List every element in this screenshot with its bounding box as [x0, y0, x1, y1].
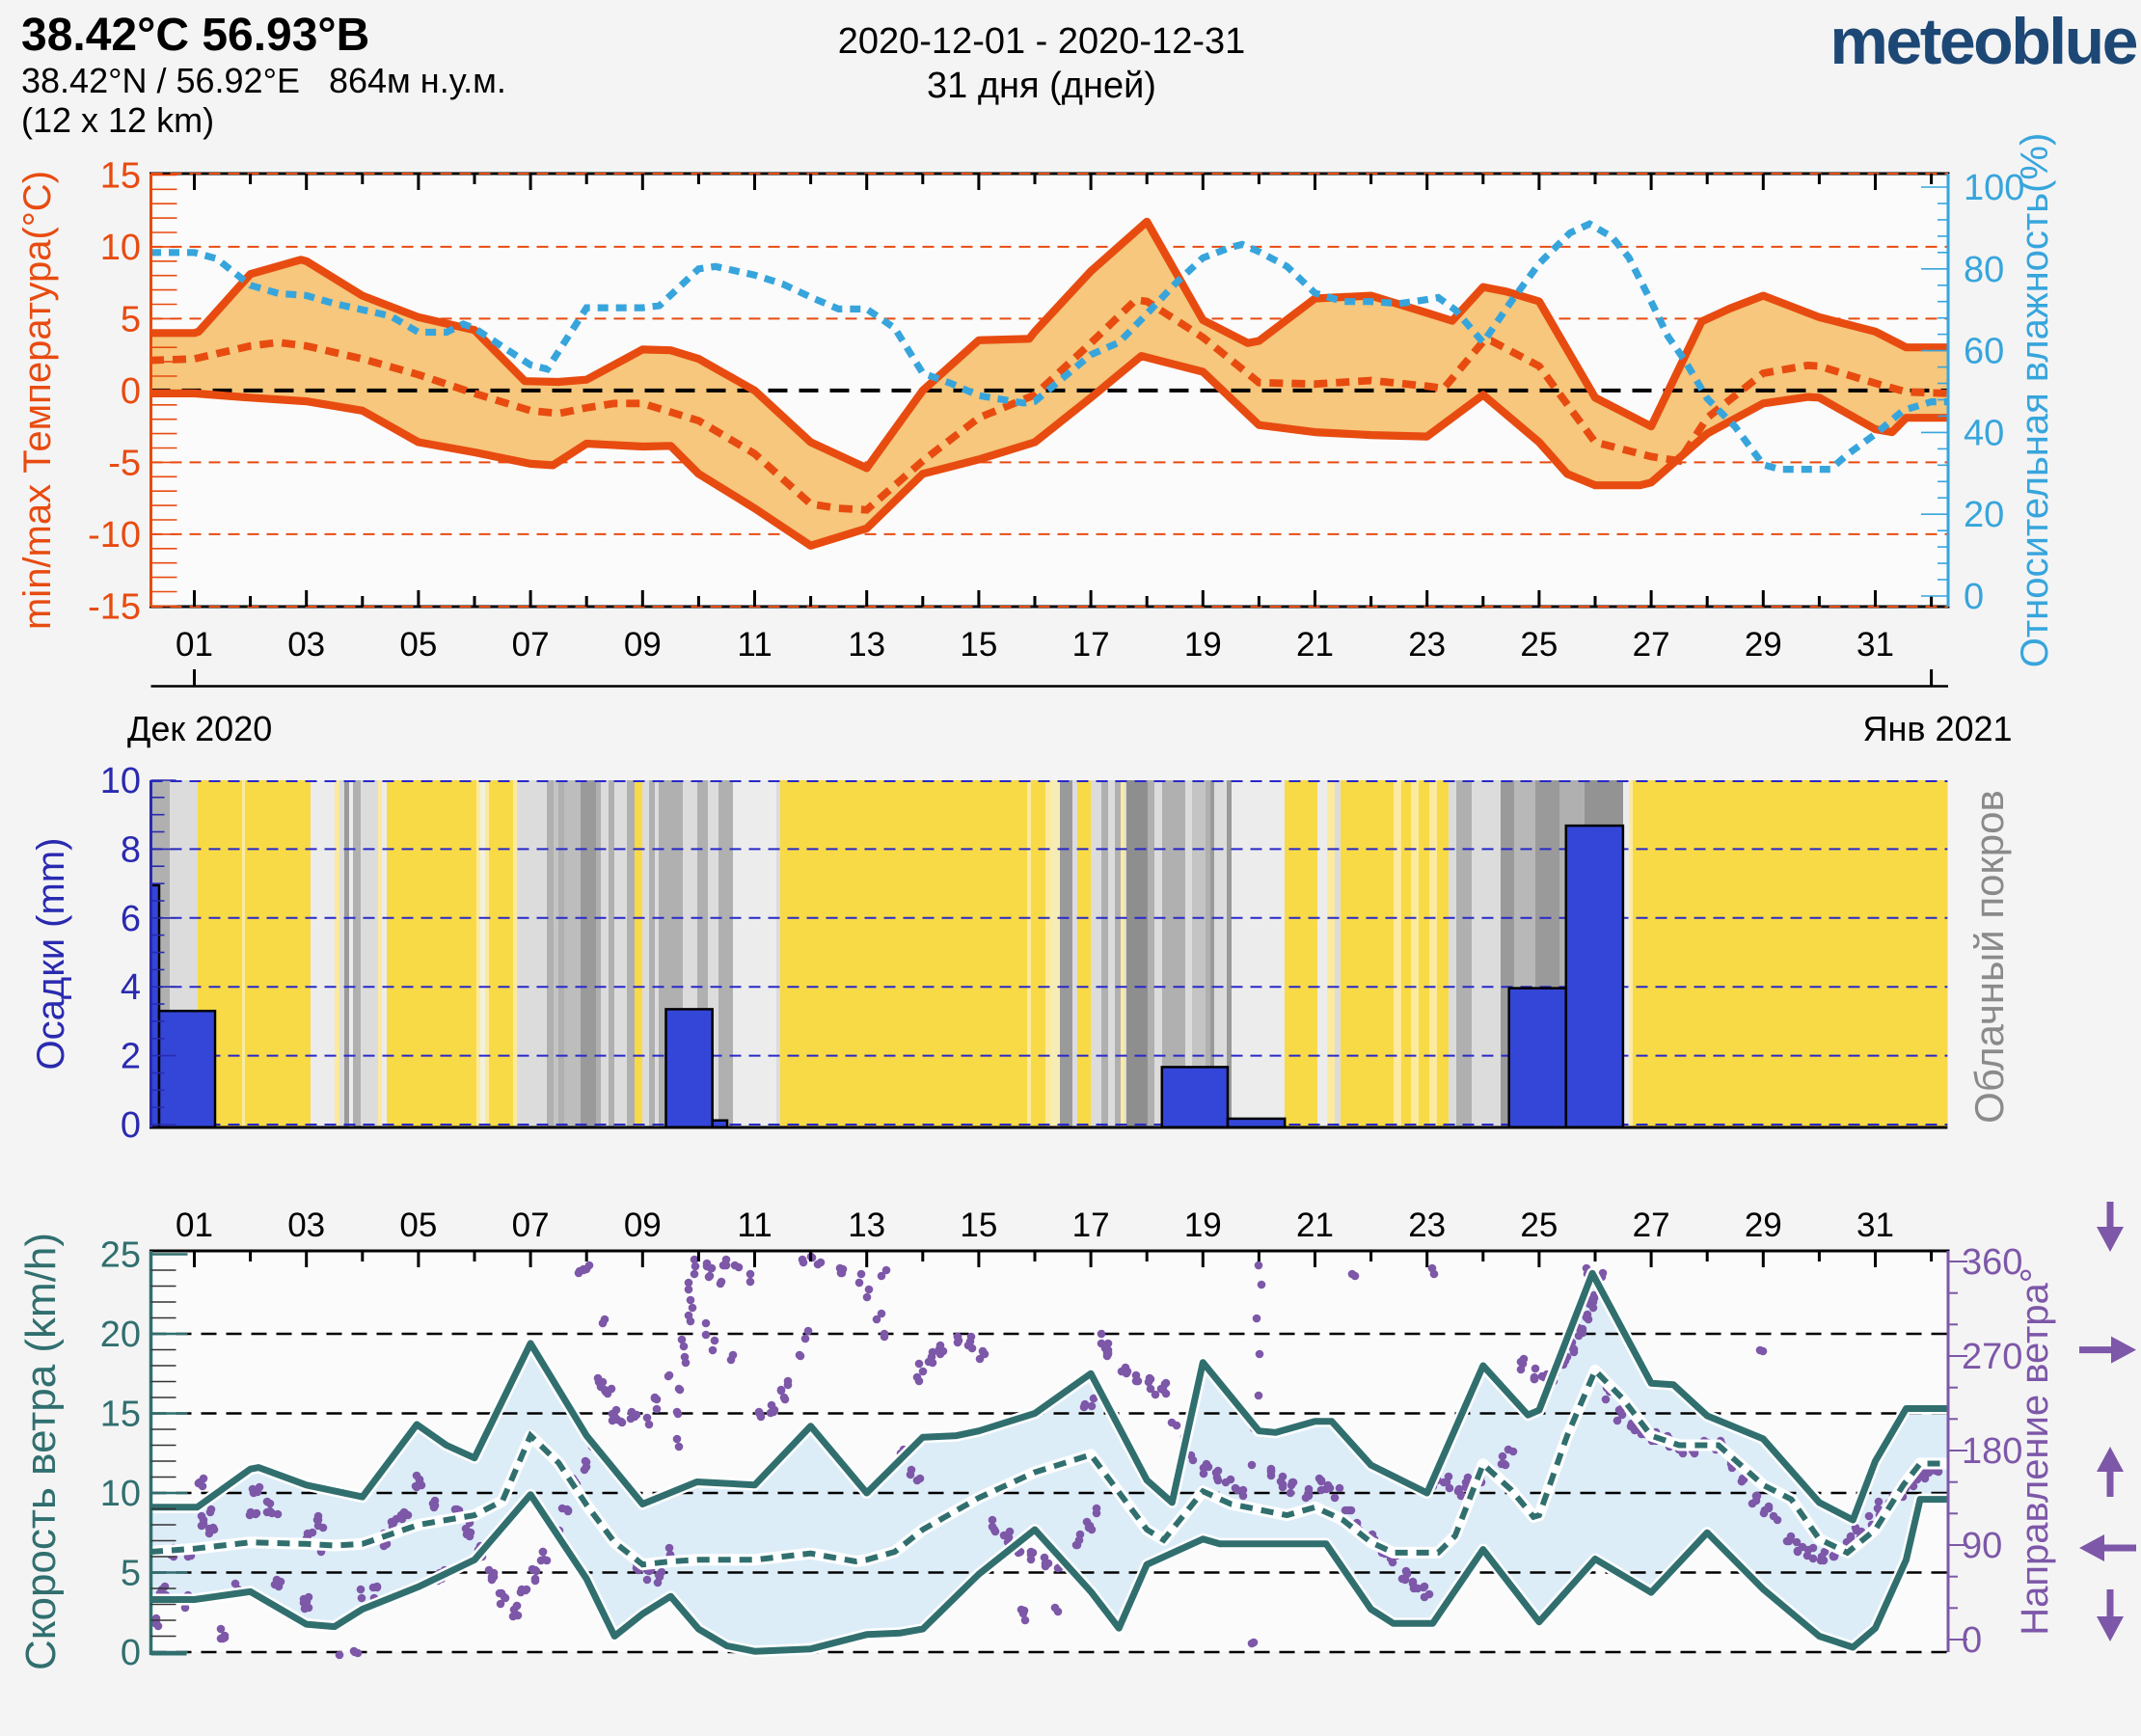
svg-text:31: 31: [1856, 1207, 1894, 1244]
svg-text:180: 180: [1962, 1431, 2022, 1472]
svg-text:38.42°N / 56.92°E 864м н.у.м: 38.42°N / 56.92°E 864м н.у.м.: [21, 61, 506, 100]
svg-text:Скорость ветра (km/h): Скорость ветра (km/h): [17, 1233, 65, 1670]
svg-text:13: 13: [848, 1207, 885, 1244]
svg-text:05: 05: [399, 1207, 437, 1244]
svg-text:25: 25: [1520, 626, 1558, 664]
svg-text:-15: -15: [88, 586, 141, 627]
svg-text:0: 0: [121, 1105, 141, 1146]
svg-text:27: 27: [1633, 1207, 1670, 1244]
svg-text:270: 270: [1962, 1337, 2022, 1377]
svg-text:21: 21: [1296, 1207, 1334, 1244]
svg-text:100: 100: [1964, 168, 2024, 208]
svg-text:29: 29: [1745, 626, 1782, 664]
svg-text:17: 17: [1072, 1207, 1110, 1244]
svg-text:15: 15: [100, 1395, 141, 1435]
svg-text:25: 25: [1520, 1207, 1558, 1244]
svg-text:27: 27: [1633, 626, 1670, 664]
svg-text:11: 11: [737, 626, 772, 664]
svg-text:15: 15: [100, 155, 141, 196]
svg-text:Относительная влажность(%): Относительная влажность(%): [2014, 133, 2056, 668]
svg-text:05: 05: [399, 626, 437, 664]
svg-text:23: 23: [1408, 1207, 1446, 1244]
svg-text:20: 20: [100, 1315, 141, 1355]
svg-text:19: 19: [1184, 1207, 1222, 1244]
svg-text:17: 17: [1072, 626, 1110, 664]
svg-text:23: 23: [1408, 626, 1446, 664]
svg-text:Облачный покров: Облачный покров: [1966, 790, 2012, 1124]
svg-text:07: 07: [512, 1207, 550, 1244]
svg-text:5: 5: [121, 299, 141, 339]
svg-text:07: 07: [512, 626, 550, 664]
svg-text:Осадки (mm): Осадки (mm): [30, 838, 72, 1071]
svg-text:31: 31: [1856, 626, 1894, 664]
svg-text:(12 x 12 km): (12 x 12 km): [21, 100, 214, 140]
svg-text:01: 01: [176, 626, 213, 664]
svg-text:80: 80: [1964, 250, 2004, 290]
svg-text:10: 10: [100, 761, 141, 801]
svg-text:min/max Температура(°C): min/max Температура(°C): [16, 171, 59, 630]
svg-text:meteoblue: meteoblue: [1829, 5, 2136, 78]
svg-text:38.42°C 56.93°B: 38.42°C 56.93°B: [21, 10, 369, 61]
svg-text:60: 60: [1964, 332, 2004, 372]
svg-text:29: 29: [1745, 1207, 1782, 1244]
svg-text:01: 01: [176, 1207, 213, 1244]
svg-text:19: 19: [1184, 626, 1222, 664]
svg-text:-10: -10: [88, 515, 141, 556]
svg-text:90: 90: [1962, 1526, 2002, 1566]
svg-text:2020-12-01 - 2020-12-31: 2020-12-01 - 2020-12-31: [838, 21, 1246, 62]
svg-text:4: 4: [121, 967, 141, 1008]
svg-text:-5: -5: [108, 443, 141, 483]
svg-text:15: 15: [960, 1207, 997, 1244]
svg-text:15: 15: [960, 626, 997, 664]
svg-text:03: 03: [287, 626, 325, 664]
svg-text:20: 20: [1964, 495, 2004, 535]
svg-text:25: 25: [100, 1235, 141, 1276]
svg-text:40: 40: [1964, 413, 2004, 453]
svg-text:0: 0: [121, 371, 141, 412]
svg-text:10: 10: [100, 228, 141, 268]
svg-text:Дек 2020: Дек 2020: [127, 709, 272, 748]
svg-text:6: 6: [121, 899, 141, 939]
svg-text:03: 03: [287, 1207, 325, 1244]
svg-text:09: 09: [624, 626, 662, 664]
svg-text:0: 0: [121, 1633, 141, 1673]
svg-text:0: 0: [1964, 577, 1984, 617]
svg-text:5: 5: [121, 1554, 141, 1594]
svg-text:10: 10: [100, 1474, 141, 1514]
svg-text:21: 21: [1296, 626, 1334, 664]
svg-text:31 дня (дней): 31 дня (дней): [927, 66, 1156, 106]
svg-text:11: 11: [737, 1207, 772, 1244]
svg-text:Янв 2021: Янв 2021: [1862, 709, 2012, 748]
svg-text:13: 13: [848, 626, 885, 664]
svg-text:0: 0: [1962, 1620, 1982, 1661]
svg-text:09: 09: [624, 1207, 662, 1244]
svg-text:360: 360: [1962, 1242, 2022, 1283]
svg-text:8: 8: [121, 829, 141, 870]
svg-text:Направление ветра°: Направление ветра°: [2014, 1267, 2056, 1636]
svg-text:2: 2: [121, 1037, 141, 1077]
